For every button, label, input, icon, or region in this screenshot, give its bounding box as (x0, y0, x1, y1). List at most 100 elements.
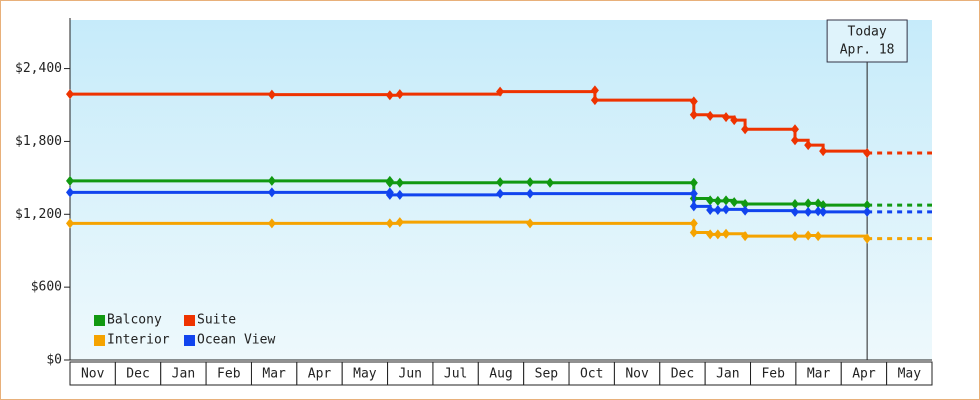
price-marker (804, 206, 813, 217)
price-marker (395, 189, 404, 200)
price-marker (722, 228, 731, 239)
price-marker (267, 175, 276, 186)
price-marker (790, 231, 799, 242)
y-tick-label: $1,800 (15, 134, 62, 149)
legend-label: Interior (107, 333, 170, 348)
legend-label: Balcony (107, 313, 162, 328)
x-tick-label: Sep (535, 367, 559, 382)
price-marker (66, 175, 74, 186)
price-marker (713, 205, 722, 216)
price-marker (730, 197, 739, 208)
price-marker (706, 205, 715, 216)
x-tick-label: Nov (625, 367, 649, 382)
x-tick-label: Nov (81, 367, 105, 382)
price-marker (863, 206, 872, 217)
price-marker (741, 205, 750, 216)
x-tick-label: Feb (217, 367, 241, 382)
x-tick-label: Oct (580, 367, 603, 382)
price-marker (713, 195, 722, 206)
today-label: Today (848, 25, 887, 40)
price-marker (814, 231, 823, 242)
x-tick-label: Apr (308, 367, 332, 382)
price-marker (819, 206, 828, 217)
price-marker (804, 140, 813, 151)
price-marker (526, 218, 535, 229)
price-marker (730, 115, 739, 126)
x-tick-label: Aug (489, 367, 512, 382)
price-marker (496, 86, 505, 97)
price-marker (689, 188, 698, 199)
price-marker (267, 187, 276, 198)
price-marker (790, 124, 799, 135)
price-marker (863, 200, 872, 211)
price-marker (526, 188, 535, 199)
price-marker (790, 198, 799, 209)
x-tick-label: May (353, 367, 377, 382)
legend-swatch (184, 315, 195, 326)
price-marker (804, 230, 813, 241)
price-marker (496, 177, 505, 188)
x-tick-label: Apr (852, 367, 876, 382)
today-box (826, 19, 908, 63)
legend-label: Suite (197, 313, 236, 328)
price-marker (722, 112, 731, 123)
price-marker (689, 227, 698, 238)
price-marker (819, 200, 828, 211)
price-marker (863, 233, 872, 244)
today-label: Apr. 18 (840, 43, 895, 58)
price-marker (706, 195, 715, 206)
price-marker (496, 188, 505, 199)
legend-label: Ocean View (197, 333, 275, 348)
price-marker (706, 229, 715, 240)
price-marker (689, 96, 698, 107)
price-marker (863, 147, 872, 158)
price-marker (590, 95, 599, 106)
price-marker (814, 206, 823, 217)
price-marker (267, 89, 276, 100)
price-marker (385, 189, 394, 200)
price-marker (385, 218, 394, 229)
x-tick-label: Mar (807, 367, 831, 382)
price-marker (741, 198, 750, 209)
price-marker (395, 177, 404, 188)
price-marker (66, 89, 74, 100)
legend-swatch (94, 335, 105, 346)
price-marker (267, 218, 276, 229)
x-tick-label: Feb (761, 367, 785, 382)
price-marker (790, 206, 799, 217)
price-marker (395, 89, 404, 100)
y-tick-label: $2,400 (15, 61, 62, 76)
x-tick-label: May (898, 367, 922, 382)
month-cell (886, 361, 933, 386)
price-marker (689, 201, 698, 212)
price-marker (385, 177, 394, 188)
price-marker (66, 187, 74, 198)
price-marker (722, 195, 731, 206)
y-tick-label: $0 (46, 353, 62, 368)
x-tick-label: Dec (671, 367, 694, 382)
price-marker (385, 90, 394, 101)
price-marker (689, 109, 698, 120)
x-tick-label: Jan (172, 367, 195, 382)
x-tick-label: Dec (126, 367, 149, 382)
x-tick-label: Jun (399, 367, 422, 382)
price-marker (545, 177, 554, 188)
price-marker (66, 218, 74, 229)
price-marker (790, 135, 799, 146)
price-marker (526, 177, 535, 188)
y-tick-label: $600 (31, 280, 62, 295)
price-marker (741, 231, 750, 242)
price-marker (713, 229, 722, 240)
x-tick-label: Jul (444, 367, 467, 382)
price-marker (722, 204, 731, 215)
price-marker (395, 217, 404, 228)
x-tick-label: Mar (262, 367, 286, 382)
price-marker (819, 146, 828, 157)
price-marker (689, 177, 698, 188)
price-marker (706, 110, 715, 121)
price-marker (590, 85, 599, 96)
legend-swatch (94, 315, 105, 326)
price-marker (741, 124, 750, 135)
